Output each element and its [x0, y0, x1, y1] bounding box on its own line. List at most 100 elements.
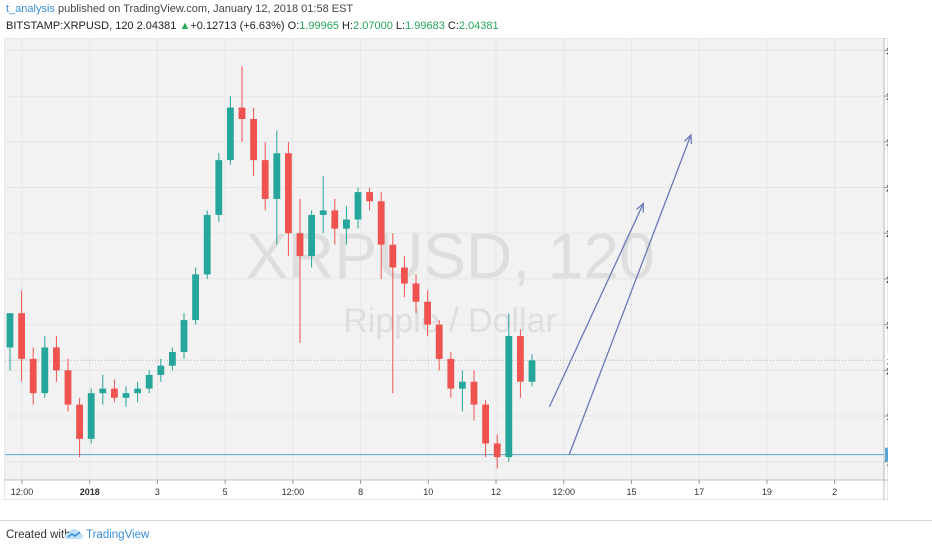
y-tick-label: 1.80000 — [886, 412, 888, 422]
close-label: C: — [447, 20, 459, 32]
candle-body — [76, 404, 83, 439]
candle-body — [64, 370, 72, 405]
candle-body — [517, 336, 524, 382]
candle-body — [227, 107, 234, 161]
price-chart[interactable]: XRPUSD, 120 Ripple / Dollar 3.40000 3.200… — [3, 37, 920, 501]
x-tick-label: 2018 — [80, 487, 100, 497]
y-tick-label: 3.20000 — [886, 92, 888, 102]
x-tick-label: 12:00 — [11, 487, 34, 497]
change-value: +0.12713 (+6.63%) — [190, 20, 285, 32]
created-with-text: Created with — [6, 529, 71, 541]
candle-body — [169, 352, 176, 366]
last-price-badge-bg — [885, 353, 888, 368]
candle-body — [319, 210, 327, 215]
candle-body — [273, 153, 281, 199]
x-tick-label: 15 — [626, 487, 636, 497]
candle-body — [41, 347, 49, 394]
high-label: H: — [342, 20, 354, 32]
candle-body — [377, 201, 385, 245]
y-tick-label: 2.60000 — [886, 229, 888, 239]
candle-body — [412, 283, 420, 302]
time-axis[interactable]: 12:00 2018 3 5 12:00 8 10 12 12:00 15 17 19 2 — [11, 480, 837, 497]
candle-body — [192, 274, 199, 321]
chart-header: t_analysis published on TradingView.com,… — [0, 0, 932, 38]
candle-body — [482, 404, 489, 444]
x-tick-label: 8 — [358, 487, 363, 497]
y-tick-label: 2.80000 — [886, 184, 888, 194]
watermark-symbol: XRPUSD, 120 — [245, 220, 654, 292]
candle-body — [53, 347, 60, 371]
candle-body — [296, 233, 304, 257]
candle-body — [18, 313, 25, 359]
candle-body — [238, 107, 246, 119]
candle-body — [180, 320, 188, 353]
y-tick-label: 3.40000 — [886, 46, 888, 56]
candle-body — [261, 160, 269, 199]
candle-body — [87, 393, 95, 439]
candle-body — [493, 443, 501, 458]
x-tick-label: 10 — [423, 487, 433, 497]
x-tick-label: 12 — [491, 487, 501, 497]
candle-body — [447, 358, 455, 389]
candle-body — [528, 360, 536, 382]
candle-body — [343, 219, 350, 229]
candle-body — [331, 210, 339, 229]
last-price-value: 2.04381 — [136, 20, 177, 32]
y-tick-label: 2.00000 — [886, 366, 888, 376]
candle-body — [215, 160, 223, 215]
symbol-label: BITSTAMP:XRPUSD, 120 — [6, 20, 134, 32]
candle-body — [134, 388, 141, 394]
x-tick-label: 12:00 — [282, 487, 305, 497]
low-value: 1.99683 — [405, 20, 445, 32]
candle-body — [29, 358, 37, 394]
publish-info: t_analysis published on TradingView.com,… — [6, 3, 353, 15]
candle-body — [354, 192, 362, 220]
open-value: 1.99965 — [299, 20, 339, 32]
x-tick-label: 19 — [762, 487, 772, 497]
candle-body — [505, 336, 513, 458]
trend-arrow-head — [684, 133, 693, 144]
close-value: 2.04381 — [458, 20, 499, 32]
last-price-label: 2.04381 — [887, 356, 888, 366]
x-tick-label: 17 — [694, 487, 704, 497]
candle-body — [250, 118, 257, 161]
x-tick-label: 5 — [223, 487, 228, 497]
x-tick-label: 2 — [832, 487, 837, 497]
x-tick-label: 12:00 — [552, 487, 575, 497]
trend-arrow-line — [548, 203, 644, 408]
candle-body — [435, 324, 443, 359]
tradingview-cloud-icon[interactable] — [64, 527, 84, 543]
level-price-label: 1.63081 — [887, 451, 888, 461]
watermark-name: Ripple / Dollar — [343, 302, 557, 340]
y-tick-label: 2.20000 — [886, 321, 888, 331]
publish-text: published on TradingView.com, January 12… — [57, 3, 354, 15]
candle-body — [389, 244, 397, 268]
candle-body — [99, 388, 107, 394]
author-link[interactable]: t_analysis — [6, 3, 55, 15]
low-label: L: — [395, 20, 406, 32]
drawn-arrows[interactable] — [548, 133, 693, 456]
candle-body — [401, 267, 408, 284]
high-value: 2.07000 — [353, 20, 393, 32]
tradingview-link[interactable]: TradingView — [86, 529, 150, 541]
candle-body — [285, 153, 292, 234]
y-tick-label: 2.40000 — [886, 275, 888, 285]
candle-body — [308, 214, 315, 257]
candle-body — [459, 381, 466, 389]
grid — [5, 39, 884, 480]
trend-arrow-head — [636, 202, 645, 213]
candle-body — [111, 388, 118, 398]
chart-area[interactable]: XRPUSD, 120 Ripple / Dollar 3.40000 3.200… — [3, 37, 920, 501]
plot-background — [5, 39, 885, 480]
y-tick-label: 3.00000 — [886, 138, 888, 148]
candle-body — [122, 393, 130, 398]
trend-arrow-line — [568, 134, 692, 456]
candle-body — [145, 374, 153, 389]
candles — [6, 66, 536, 469]
footer: Created with TradingView — [0, 520, 932, 551]
candle-body — [6, 313, 14, 348]
price-levels — [5, 359, 884, 456]
candle-body — [424, 301, 431, 325]
candle-body — [470, 381, 478, 405]
level-badge-bg — [885, 447, 888, 462]
